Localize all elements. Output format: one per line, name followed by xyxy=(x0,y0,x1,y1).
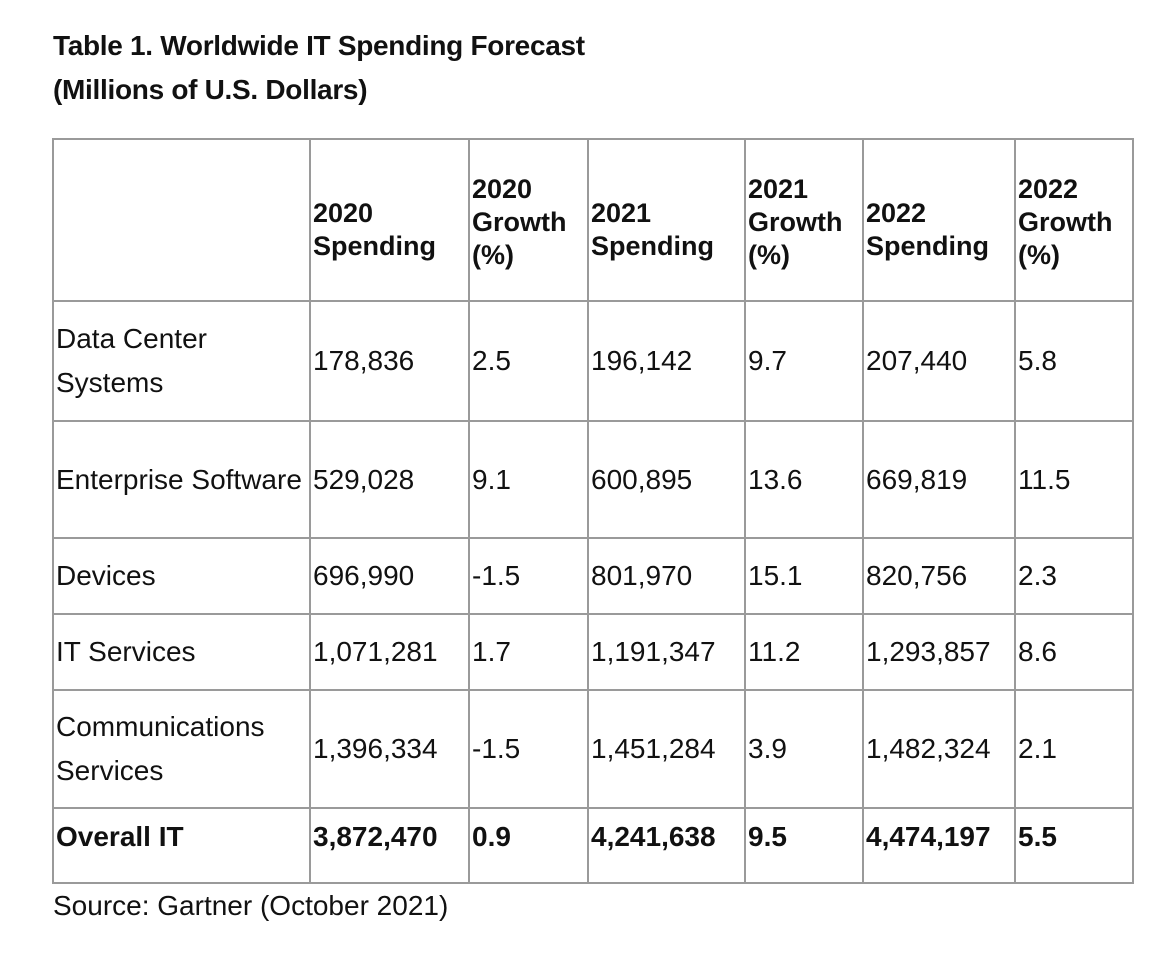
header-cell xyxy=(52,138,311,302)
cell: 1.7 xyxy=(468,613,589,691)
cell: 1,451,284 xyxy=(587,689,746,809)
cell: 1,191,347 xyxy=(587,613,746,691)
cell: 178,836 xyxy=(309,300,470,422)
cell: 1,071,281 xyxy=(309,613,470,691)
row-label: Data Center Systems xyxy=(52,300,311,422)
cell: 11.2 xyxy=(744,613,864,691)
table-row: Communications Services 1,396,334 -1.5 1… xyxy=(52,689,1134,809)
cell: 669,819 xyxy=(862,420,1016,539)
cell: 9.5 xyxy=(744,807,864,884)
row-label: Devices xyxy=(52,537,311,615)
header-cell: 2022 Spending xyxy=(862,138,1016,302)
it-spending-table: 2020 Spending 2020 Growth (%) 2021 Spend… xyxy=(52,138,1134,884)
cell: 2.3 xyxy=(1014,537,1134,615)
cell: -1.5 xyxy=(468,537,589,615)
cell: 2.1 xyxy=(1014,689,1134,809)
cell: 820,756 xyxy=(862,537,1016,615)
table-title: Table 1. Worldwide IT Spending Forecast … xyxy=(53,24,585,112)
title-line-1: Table 1. Worldwide IT Spending Forecast xyxy=(53,30,585,61)
cell: 5.8 xyxy=(1014,300,1134,422)
cell: 11.5 xyxy=(1014,420,1134,539)
header-cell: 2021 Growth (%) xyxy=(744,138,864,302)
cell: 3.9 xyxy=(744,689,864,809)
cell: 9.1 xyxy=(468,420,589,539)
cell: 3,872,470 xyxy=(309,807,470,884)
cell: 13.6 xyxy=(744,420,864,539)
cell: 4,474,197 xyxy=(862,807,1016,884)
cell: 9.7 xyxy=(744,300,864,422)
cell: 529,028 xyxy=(309,420,470,539)
cell: -1.5 xyxy=(468,689,589,809)
cell: 8.6 xyxy=(1014,613,1134,691)
cell: 1,482,324 xyxy=(862,689,1016,809)
cell: 196,142 xyxy=(587,300,746,422)
table-row: Enterprise Software 529,028 9.1 600,895 … xyxy=(52,420,1134,539)
header-row: 2020 Spending 2020 Growth (%) 2021 Spend… xyxy=(52,138,1134,302)
header-cell: 2020 Spending xyxy=(309,138,470,302)
source-note: Source: Gartner (October 2021) xyxy=(53,890,449,921)
cell: 1,293,857 xyxy=(862,613,1016,691)
cell: 5.5 xyxy=(1014,807,1134,884)
header-cell: 2022 Growth (%) xyxy=(1014,138,1134,302)
total-row: Overall IT 3,872,470 0.9 4,241,638 9.5 4… xyxy=(52,807,1134,884)
table-row: Devices 696,990 -1.5 801,970 15.1 820,75… xyxy=(52,537,1134,615)
cell: 600,895 xyxy=(587,420,746,539)
cell: 1,396,334 xyxy=(309,689,470,809)
cell: 4,241,638 xyxy=(587,807,746,884)
header-cell: 2021 Spending xyxy=(587,138,746,302)
row-label: IT Services xyxy=(52,613,311,691)
row-label: Overall IT xyxy=(52,807,311,884)
row-label: Enterprise Software xyxy=(52,420,311,539)
cell: 0.9 xyxy=(468,807,589,884)
cell: 696,990 xyxy=(309,537,470,615)
cell: 2.5 xyxy=(468,300,589,422)
table-row: IT Services 1,071,281 1.7 1,191,347 11.2… xyxy=(52,613,1134,691)
cell: 15.1 xyxy=(744,537,864,615)
table-row: Data Center Systems 178,836 2.5 196,142 … xyxy=(52,300,1134,422)
cell: 207,440 xyxy=(862,300,1016,422)
title-line-2: (Millions of U.S. Dollars) xyxy=(53,74,368,105)
row-label: Communications Services xyxy=(52,689,311,809)
header-cell: 2020 Growth (%) xyxy=(468,138,589,302)
cell: 801,970 xyxy=(587,537,746,615)
